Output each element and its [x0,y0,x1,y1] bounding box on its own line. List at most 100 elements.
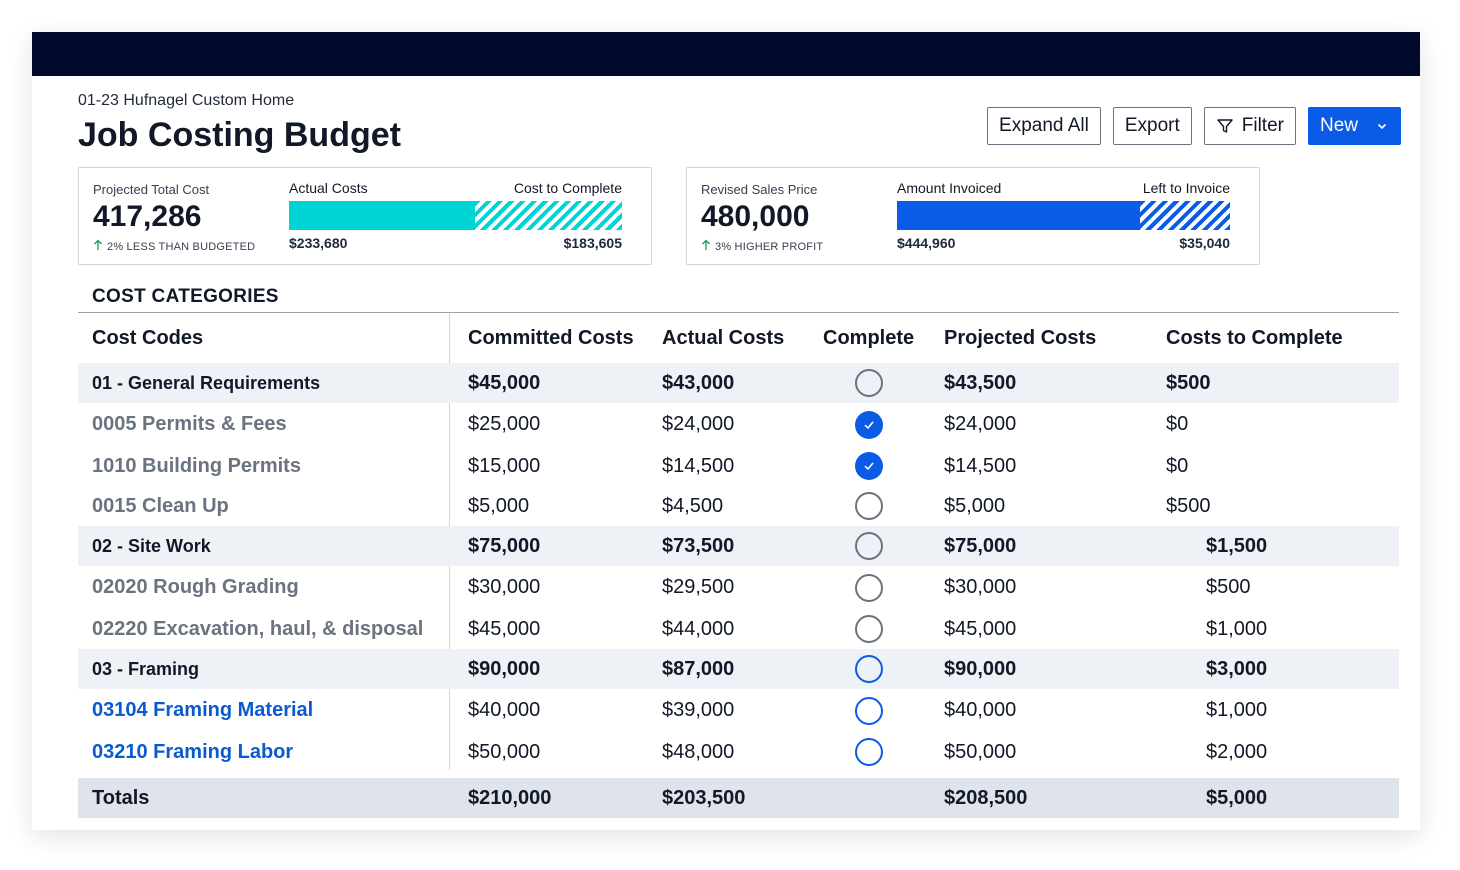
invoice-progress-fill [897,201,1141,230]
actual-cost: $44,000 [662,617,735,640]
projected-cost-delta: 2% LESS THAN BUDGETED [93,239,255,254]
complete-checked-icon[interactable] [855,452,883,480]
toolbar: Expand All Export Filter New [987,107,1401,145]
app-window: 01-23 Hufnagel Custom Home Job Costing B… [32,32,1420,830]
committed-cost: $45,000 [468,371,541,394]
committed-cost: $50,000 [468,740,541,763]
table-row[interactable]: 02220 Excavation, haul, & disposal $45,00… [78,609,1399,649]
arrow-up-icon [93,239,103,254]
sales-price-card: Revised Sales Price 480,000 3% HIGHER PR… [686,167,1260,265]
cost-progress-remaining [475,201,622,230]
invoice-progress: Amount Invoiced Left to Invoice $444,960… [897,180,1230,251]
table-row[interactable]: 02020 Rough Grading $30,000 $29,500 $30,000… [78,566,1399,609]
table-group-row[interactable]: 02 - Site Work $75,000 $73,500 $75,000 $1,50… [78,526,1399,566]
complete-unchecked-icon[interactable] [855,369,883,397]
projected-cost-value: 417,286 [93,200,202,233]
complete-unchecked-icon[interactable] [855,615,883,643]
cost-categories-table: Cost Codes Committed Costs Actual Costs … [78,313,1399,818]
cost-to-complete: $2,000 [1206,740,1268,763]
table-row[interactable]: 03104 Framing Material $40,000 $39,000 $40,… [78,689,1399,732]
table-row[interactable]: 0015 Clean Up $5,000 $4,500 $5,000 $500 [78,486,1399,526]
committed-cost: $45,000 [468,617,541,640]
complete-unchecked-icon[interactable] [855,696,883,725]
complete-unchecked-icon[interactable] [855,738,883,766]
complete-unchecked-icon[interactable] [855,573,883,602]
header-cost-codes[interactable]: Cost Codes [92,326,204,349]
complete-unchecked-icon[interactable] [855,532,883,560]
new-button[interactable]: New [1307,107,1401,145]
complete-checked-icon[interactable] [855,410,883,439]
filter-icon [1216,117,1234,135]
projected-cost-card: Projected Total Cost 417,286 2% LESS THA… [78,167,652,265]
export-button[interactable]: Export [1112,107,1192,145]
header-complete[interactable]: Complete [823,326,915,349]
projected-cost: $30,000 [944,576,1017,598]
arrow-up-icon [701,239,711,254]
cost-to-complete: $500 [1166,494,1211,517]
cost-to-complete: $500 [1206,576,1251,598]
chevron-down-icon [1376,120,1388,132]
actual-cost: $48,000 [662,740,735,763]
table-row[interactable]: 0005 Permits & Fees $25,000 $24,000 $24,000… [78,403,1399,446]
actual-costs-label: Actual Costs [289,180,368,196]
sales-price-value: 480,000 [701,200,810,233]
table-header-row: Cost Codes Committed Costs Actual Costs … [78,313,1399,363]
cost-code-link[interactable]: 03104 Framing Material [92,699,314,721]
invoice-progress-bar [897,201,1230,230]
committed-cost: $40,000 [468,699,541,721]
section-title: COST CATEGORIES [92,286,279,307]
table-row[interactable]: 03210 Framing Labor $50,000 $48,000 $50,000… [78,732,1399,772]
actual-cost: $39,000 [662,699,735,721]
cost-to-complete: $3,000 [1206,657,1268,680]
projected-cost: $24,000 [944,413,1017,435]
sales-price-delta: 3% HIGHER PROFIT [701,239,823,254]
cost-code-link[interactable]: 03210 Framing Labor [92,740,294,763]
header-actual-costs[interactable]: Actual Costs [662,326,785,349]
table-group-row[interactable]: 01 - General Requirements $45,000 $43,000 $… [78,363,1399,403]
cost-to-complete: $1,500 [1206,534,1268,557]
projected-cost: $40,000 [944,699,1017,721]
cost-to-complete: $1,000 [1206,617,1268,640]
complete-unchecked-icon[interactable] [855,492,883,520]
projected-cost: $43,500 [944,371,1017,394]
complete-unchecked-icon[interactable] [855,655,883,683]
projected-cost: $14,500 [944,454,1017,477]
actual-cost: $73,500 [662,534,735,557]
projected-cost: $90,000 [944,657,1017,680]
project-name: 01-23 Hufnagel Custom Home [78,92,295,109]
cost-to-complete: $500 [1166,371,1211,394]
cost-to-complete: $1,000 [1206,699,1268,721]
totals-actual: $203,500 [662,786,746,809]
table-group-row[interactable]: 03 - Framing $90,000 $87,000 $90,000 $3,000 [78,649,1399,689]
header-costs-to-complete[interactable]: Costs to Complete [1166,326,1343,349]
invoice-progress-remaining [1140,201,1230,230]
actual-cost: $29,500 [662,576,735,598]
projected-cost-delta-text: 2% LESS THAN BUDGETED [107,240,256,253]
projected-cost: $50,000 [944,740,1017,763]
actual-cost: $87,000 [662,657,735,680]
cost-progress-fill [289,201,476,230]
top-navigation-bar [32,32,1420,76]
cost-code-name: 02 - Site Work [92,535,211,556]
header-projected-costs[interactable]: Projected Costs [944,326,1097,349]
page-title: Job Costing Budget [78,116,401,154]
table-row[interactable]: 1010 Building Permits $15,000 $14,500 $14,5… [78,446,1399,486]
cost-to-complete-label: Cost to Complete [513,180,622,196]
actual-cost: $14,500 [662,454,735,477]
committed-cost: $5,000 [468,494,530,517]
amount-invoiced-label: Amount Invoiced [897,180,1002,196]
header-committed-costs[interactable]: Committed Costs [468,326,634,349]
section-divider [78,312,1399,313]
filter-button[interactable]: Filter [1203,107,1296,145]
new-label: New [1319,115,1358,136]
expand-all-button[interactable]: Expand All [987,107,1101,145]
expand-all-label: Expand All [999,115,1089,136]
actual-costs-value: $233,680 [289,235,348,251]
committed-cost: $75,000 [468,534,541,557]
cost-to-complete: $0 [1166,413,1189,435]
totals-committed: $210,000 [468,786,552,809]
cost-progress-bar [289,201,622,230]
actual-cost: $24,000 [662,413,735,435]
cost-progress: Actual Costs Cost to Complete $233,680 $… [289,180,622,251]
committed-cost: $25,000 [468,413,541,435]
